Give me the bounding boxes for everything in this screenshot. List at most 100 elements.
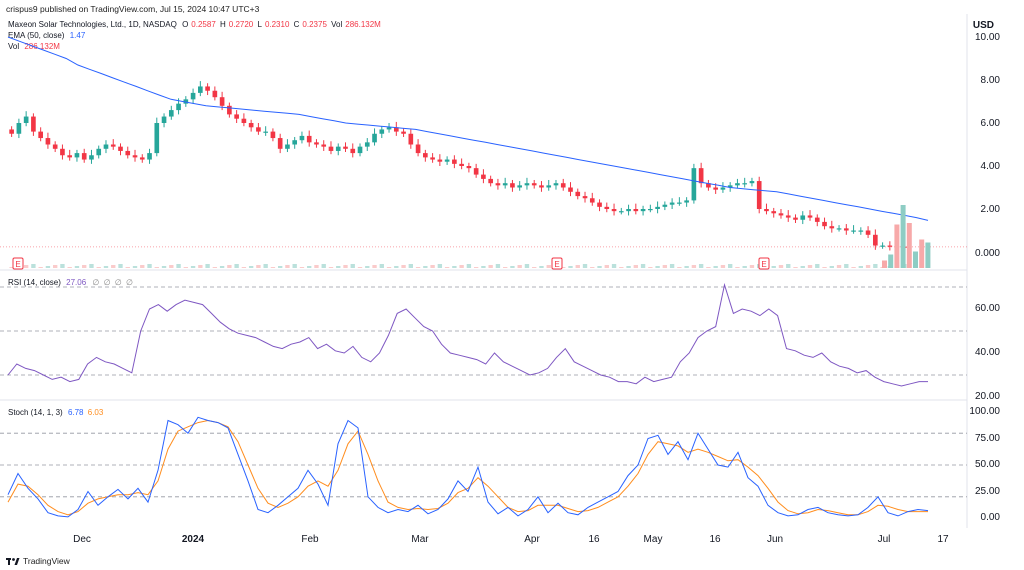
volume-bar — [466, 264, 472, 268]
vol-label: Vol — [331, 20, 343, 29]
tradingview-logo-icon — [6, 557, 20, 565]
volume-bar — [488, 265, 493, 268]
volume-bar — [495, 264, 501, 268]
candle-body — [234, 114, 239, 119]
volume-bar — [379, 264, 384, 268]
candle-body — [560, 183, 566, 188]
ema-legend[interactable]: EMA (50, close) 1.47 — [8, 31, 87, 40]
volume-bar — [270, 267, 276, 268]
volume-bar — [401, 265, 406, 268]
volume-spike-bar — [913, 251, 918, 268]
volume-bar — [858, 266, 863, 268]
volume-bar — [9, 267, 14, 268]
volume-bar — [597, 266, 602, 268]
candle-body — [335, 146, 341, 151]
rsi-legend[interactable]: RSI (14, close) 27.06 ∅ ∅ ∅ ∅ — [8, 278, 134, 287]
candle-body — [575, 191, 581, 197]
volume-bar — [132, 266, 138, 268]
candle-body — [524, 183, 530, 186]
earnings-marker-label: E — [15, 260, 20, 269]
candle-body — [423, 153, 428, 158]
volume-bar — [82, 265, 87, 268]
candle-body — [408, 133, 414, 145]
volume-bar — [473, 267, 479, 268]
candle-body — [306, 135, 312, 143]
volume-bar — [60, 264, 65, 268]
stoch-tick: 0.00 — [980, 512, 1000, 523]
candle-body — [735, 183, 740, 186]
candle-body — [364, 142, 370, 147]
candle-body — [793, 217, 798, 220]
volume-bar — [807, 265, 813, 268]
candle-body — [822, 221, 827, 227]
volume-bar — [357, 267, 363, 268]
volume-bar — [771, 266, 776, 268]
volume-legend[interactable]: Vol 286.132M — [8, 42, 62, 51]
candle-body — [125, 150, 131, 156]
candle-body — [81, 153, 87, 160]
candle-body — [814, 217, 820, 222]
candle-body — [198, 86, 203, 93]
volume-bar — [285, 265, 290, 268]
candle-body — [589, 198, 595, 203]
volume-bar — [851, 267, 856, 268]
rsi-label: RSI (14, close) — [8, 278, 61, 287]
volume-bar — [299, 267, 305, 268]
volume-bar — [183, 267, 188, 268]
currency-label[interactable]: USD — [972, 20, 994, 31]
candle-body — [350, 148, 356, 154]
candle-body — [96, 148, 102, 156]
candle-body — [110, 144, 116, 147]
volume-bar — [691, 265, 697, 268]
rsi-tick: 60.00 — [974, 303, 1000, 314]
candle-body — [176, 103, 181, 111]
candle-body — [386, 127, 392, 130]
rsi-value: 27.06 — [66, 278, 87, 287]
candle-body — [582, 196, 588, 199]
candle-body — [836, 228, 842, 230]
volume-bar — [444, 267, 450, 268]
candle-body — [212, 90, 218, 98]
candle-body — [285, 144, 290, 149]
volume-bar — [503, 267, 508, 268]
candle-body — [292, 140, 298, 145]
candle-body — [219, 97, 225, 106]
volume-bar — [336, 266, 341, 268]
rsi-tick: 20.00 — [974, 391, 1000, 402]
volume-bar — [698, 264, 704, 268]
earnings-marker-label: E — [554, 260, 559, 269]
candle-body — [241, 118, 247, 123]
volume-bar — [546, 265, 551, 268]
volume-bar — [31, 264, 36, 268]
volume-bar — [815, 264, 820, 268]
volume-bar — [800, 266, 805, 268]
volume-bar — [829, 266, 834, 268]
rsi-settings-icons[interactable]: ∅ ∅ ∅ ∅ — [92, 278, 134, 287]
stoch-tick: 25.00 — [974, 486, 1000, 497]
symbol-name[interactable]: Maxeon Solar Technologies, Ltd., 1D, NAS… — [8, 20, 177, 29]
volume-bar — [865, 265, 871, 268]
stoch-legend[interactable]: Stoch (14, 1, 3) 6.78 6.03 — [8, 408, 105, 417]
candle-body — [205, 86, 210, 91]
candle-body — [314, 142, 319, 145]
candle-body — [807, 215, 813, 218]
volume-bar — [720, 265, 726, 268]
volume-spike-bar — [900, 205, 906, 268]
candle-body — [698, 168, 704, 184]
open-label: O — [182, 20, 189, 29]
volume-bar — [394, 266, 399, 268]
candle-body — [597, 202, 602, 207]
volume-bar — [713, 266, 718, 268]
volume-bar — [749, 265, 755, 268]
volume-bar — [111, 265, 116, 268]
earnings-marker-label: E — [761, 260, 766, 269]
volume-bar — [53, 265, 58, 268]
candle-body — [539, 185, 544, 188]
publish-credit: crispus9 published on TradingView.com, J… — [6, 4, 260, 14]
price-tick: 0.000 — [974, 248, 1000, 259]
candle-body — [379, 129, 385, 134]
tradingview-brand[interactable]: TradingView — [6, 556, 70, 566]
volume-bar — [437, 264, 443, 268]
candle-body — [488, 178, 493, 184]
